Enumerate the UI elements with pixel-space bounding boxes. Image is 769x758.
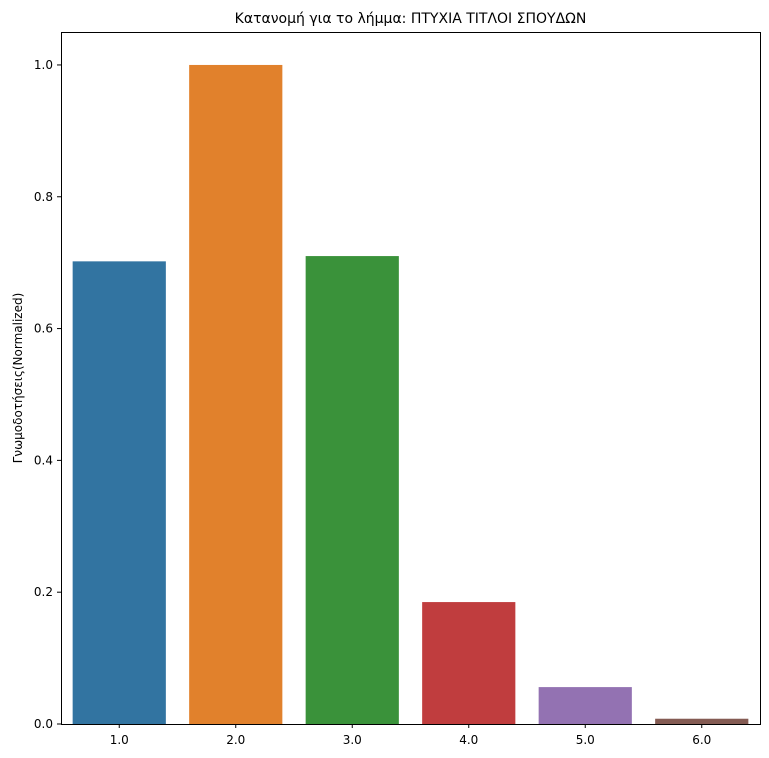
y-axis-label: Γνωμοδοτήσεις(Normalized) [11,293,25,464]
y-tick-label: 0.4 [34,453,53,467]
bars-layer [72,64,749,724]
bar-1.0 [72,261,166,724]
bar-3.0 [305,256,399,724]
bar-6.0 [655,718,749,724]
y-tick-label: 1.0 [34,58,53,72]
y-tick-label: 0.0 [34,717,53,731]
x-tick-label: 4.0 [459,733,478,747]
x-axis-ticks: 1.0 2.0 3.0 4.0 5.0 6.0 [110,724,711,747]
y-tick-label: 0.2 [34,585,53,599]
x-tick-label: 5.0 [576,733,595,747]
x-tick-label: 2.0 [226,733,245,747]
chart-title: Κατανομή για το λήμμα: ΠΤΥΧΙΑ ΤΙΤΛΟΙ ΣΠΟ… [235,11,587,27]
y-axis-ticks: 0.0 0.2 0.4 0.6 0.8 1.0 [34,58,61,731]
x-tick-label: 6.0 [692,733,711,747]
y-tick-label: 0.8 [34,190,53,204]
x-tick-label: 3.0 [343,733,362,747]
bar-4.0 [422,602,516,724]
bar-2.0 [189,64,283,724]
bar-5.0 [538,687,632,724]
y-tick-label: 0.6 [34,322,53,336]
x-tick-label: 1.0 [110,733,129,747]
plot-frame [61,32,761,725]
